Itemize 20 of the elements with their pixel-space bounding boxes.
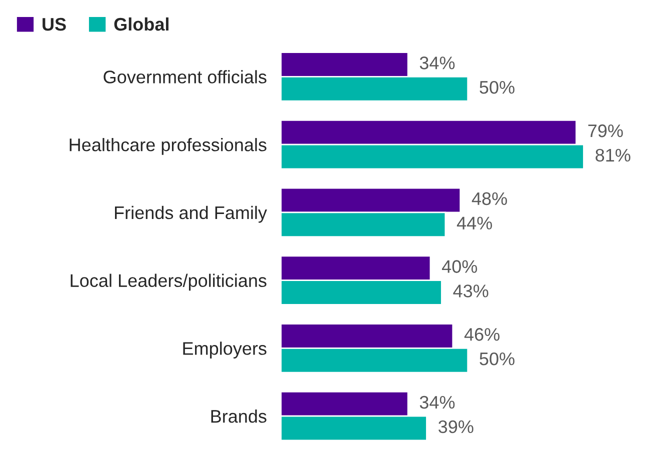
data-label: 34% — [420, 56, 455, 70]
y-tick-label: Friends and Family — [115, 206, 268, 223]
y-tick-label: Employers — [183, 342, 266, 358]
data-label: 79% — [588, 124, 623, 138]
data-label: 50% — [480, 80, 514, 94]
data-label: 48% — [472, 192, 507, 206]
y-tick-label: Brands — [211, 410, 266, 423]
data-label: 34% — [420, 396, 455, 409]
y-tick-label: Government officials — [104, 70, 266, 84]
data-label: 40% — [442, 260, 478, 273]
data-label: 46% — [464, 328, 500, 341]
data-label: 43% — [453, 284, 488, 298]
y-tick-label: Local Leaders/politicians — [70, 274, 266, 291]
data-label: 50% — [480, 352, 514, 366]
data-label: 39% — [438, 420, 474, 434]
data-label: 81% — [596, 148, 630, 162]
legend-label: US — [42, 18, 66, 31]
data-label: 44% — [456, 216, 492, 230]
y-tick-label: Healthcare professionals — [70, 138, 266, 155]
legend-label: Global — [114, 17, 168, 31]
